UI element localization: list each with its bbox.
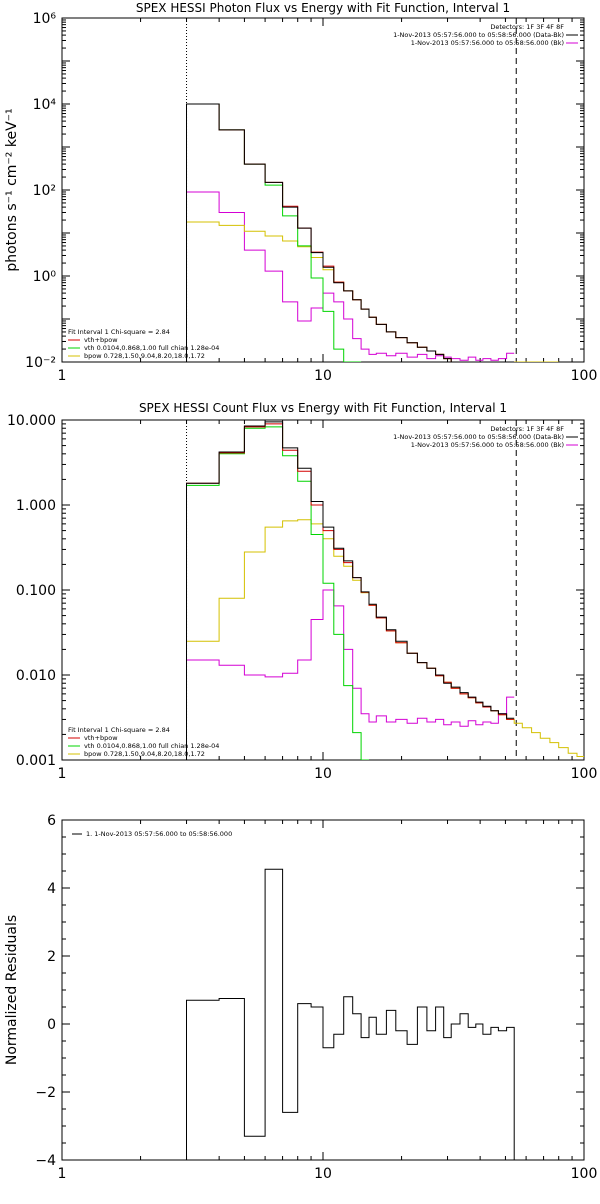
legend-entry: bpow 0.728,1.50,9.04,8.20,18.0,1.72 <box>84 750 205 758</box>
x-tick-label: 100 <box>571 766 598 782</box>
y-tick-label: 10.000 <box>7 413 56 429</box>
legend-entry: vth+bpow <box>84 734 118 742</box>
chart-title: SPEX HESSI Photon Flux vs Energy with Fi… <box>136 1 510 15</box>
legend-top-right: Detectors: 1F 3F 4F 8F1-Nov-2013 05:57:5… <box>393 425 578 449</box>
legend-entry: 1-Nov-2013 05:57:56.000 to 05:58:56.000 … <box>393 433 564 441</box>
chart-panel-2: SPEX HESSI Count Flux vs Energy with Fit… <box>7 401 597 782</box>
legend-top-right: Detectors: 1F 3F 4F 8F1-Nov-2013 05:57:5… <box>393 23 578 47</box>
legend-entry: 1-Nov-2013 05:57:56.000 to 05:58:56.000 … <box>393 31 564 39</box>
y-tick-label: 0 <box>47 1017 56 1033</box>
y-tick-label: −4 <box>35 1153 56 1169</box>
y-tick-label: 0.001 <box>16 753 56 769</box>
x-tick-label: 100 <box>571 368 598 384</box>
x-tick-label: 1 <box>58 368 67 384</box>
x-tick-label: 10 <box>314 766 332 782</box>
series-group <box>186 421 584 760</box>
series-background <box>186 589 515 760</box>
series-background <box>186 191 515 362</box>
series-group <box>186 103 559 362</box>
x-tick-label: 1 <box>58 766 67 782</box>
chart-title: SPEX HESSI Count Flux vs Energy with Fit… <box>139 401 507 415</box>
y-tick-label: 0.010 <box>16 668 56 684</box>
legend-top-left: 1. 1-Nov-2013 05:57:56.000 to 05:58:56.0… <box>72 830 232 838</box>
chart-panel-3: Normalized Residuals 1 10 100 −4 −2 0 2 4 6 1. 1-N… <box>4 813 597 1182</box>
series-residuals <box>186 868 515 1160</box>
series-data <box>186 103 515 362</box>
x-tick-label: 10 <box>314 1166 332 1182</box>
y-tick-label: 10² <box>33 183 56 199</box>
y-tick-label: 10⁴ <box>33 97 57 113</box>
x-tick-label: 1 <box>58 1166 67 1182</box>
legend-entry: 1-Nov-2013 05:57:56.000 to 05:58:56.000 … <box>411 441 564 449</box>
series-fit_vth <box>186 103 362 362</box>
x-tick-label: 100 <box>571 1166 598 1182</box>
y-tick-label: 10⁻² <box>25 355 56 371</box>
legend-entry: vth+bpow <box>84 336 118 344</box>
legend-entry: vth 0.0104,0.868,1.00 full chian 1.28e-0… <box>84 742 219 750</box>
legend-title: Fit Interval 1 Chi-square = 2.84 <box>68 328 170 336</box>
legend-title: Detectors: 1F 3F 4F 8F <box>490 23 564 31</box>
chart-panel-1: SPEX HESSI Photon Flux vs Energy with Fi… <box>4 1 597 384</box>
y-tick-label: 4 <box>47 881 56 897</box>
legend-entry: vth 0.0104,0.868,1.00 full chian 1.28e-0… <box>84 344 219 352</box>
y-tick-label: 2 <box>47 949 56 965</box>
axes-frame <box>61 819 585 1161</box>
legend-title: Detectors: 1F 3F 4F 8F <box>490 425 564 433</box>
series-fit_bpow <box>186 221 559 362</box>
series-fit_vth <box>186 426 369 760</box>
y-tick-label: 6 <box>47 813 56 829</box>
legend-entry: 1-Nov-2013 05:57:56.000 to 05:58:56.000 … <box>411 39 564 47</box>
legend-bottom-left: Fit Interval 1 Chi-square = 2.84vth+bpow… <box>68 328 219 360</box>
y-tick-label: 10⁶ <box>33 11 57 27</box>
y-axis-label: Normalized Residuals <box>4 915 20 1065</box>
legend-title: Fit Interval 1 Chi-square = 2.84 <box>68 726 170 734</box>
y-tick-label: 10⁰ <box>33 269 57 285</box>
y-tick-label: 0.100 <box>16 583 56 599</box>
y-tick-label: 1.000 <box>16 498 56 514</box>
legend-bottom-left: Fit Interval 1 Chi-square = 2.84vth+bpow… <box>68 726 219 758</box>
series-fit_total <box>186 103 515 362</box>
y-axis-label: photons s⁻¹ cm⁻² keV⁻¹ <box>4 108 20 271</box>
y-tick-label: −2 <box>35 1085 56 1101</box>
series-fit_total <box>186 423 515 760</box>
legend-entry: 1. 1-Nov-2013 05:57:56.000 to 05:58:56.0… <box>86 830 232 838</box>
x-tick-label: 10 <box>314 368 332 384</box>
series-group <box>186 868 515 1160</box>
legend-entry: bpow 0.728,1.50,9.04,8.20,18.0,1.72 <box>84 352 205 360</box>
series-data <box>186 421 515 760</box>
series-fit_bpow <box>186 519 584 760</box>
